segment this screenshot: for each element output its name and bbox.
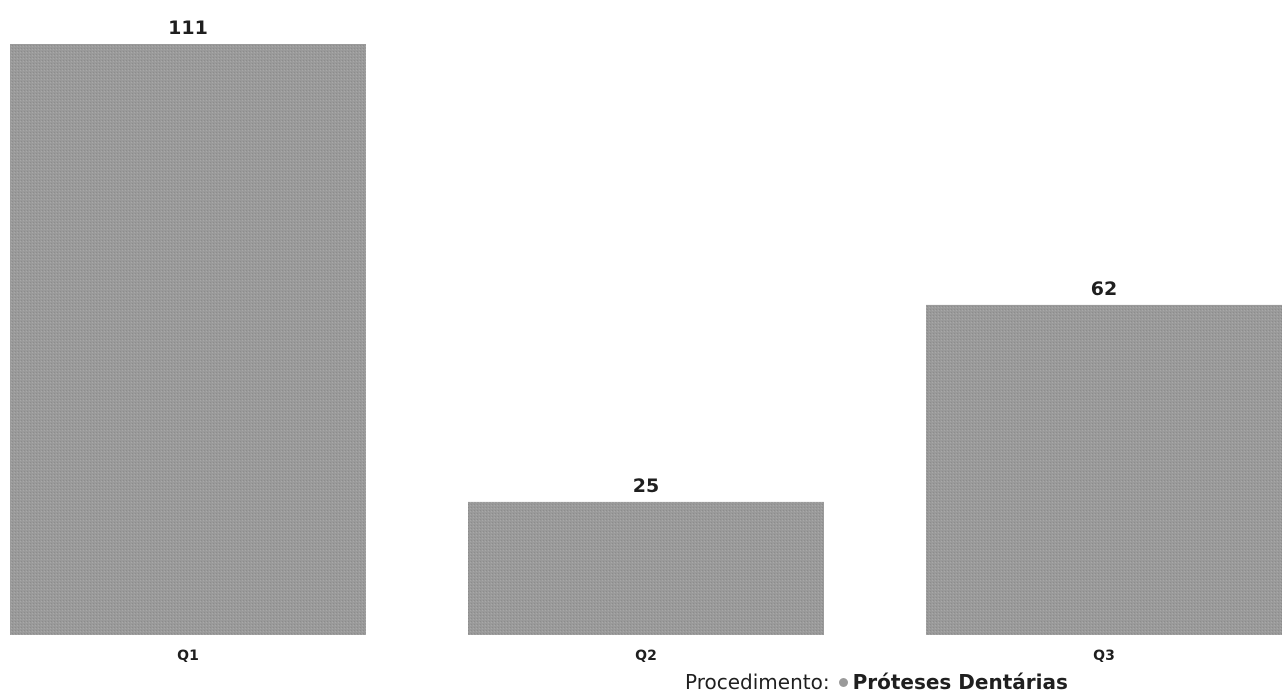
bar-q1: [10, 44, 366, 635]
legend-marker-icon: [838, 677, 848, 687]
x-tick-label-q3: Q3: [1093, 648, 1115, 664]
legend-series-name: Próteses Dentárias: [852, 670, 1068, 694]
bar-q3: [926, 304, 1282, 635]
data-label-q2: 25: [633, 475, 659, 497]
data-label-q1: 111: [168, 17, 208, 39]
legend: Procedimento: Próteses Dentárias: [685, 669, 1068, 695]
bars-group: [10, 44, 1282, 635]
data-label-q3: 62: [1091, 278, 1117, 300]
data-labels-group: 111 25 62: [168, 17, 1117, 497]
x-tick-label-q1: Q1: [177, 648, 199, 664]
x-axis-ticks: Q1 Q2 Q3: [177, 648, 1115, 664]
x-tick-label-q2: Q2: [635, 648, 657, 664]
legend-title: Procedimento:: [685, 670, 830, 694]
bar-q2: [468, 501, 824, 635]
